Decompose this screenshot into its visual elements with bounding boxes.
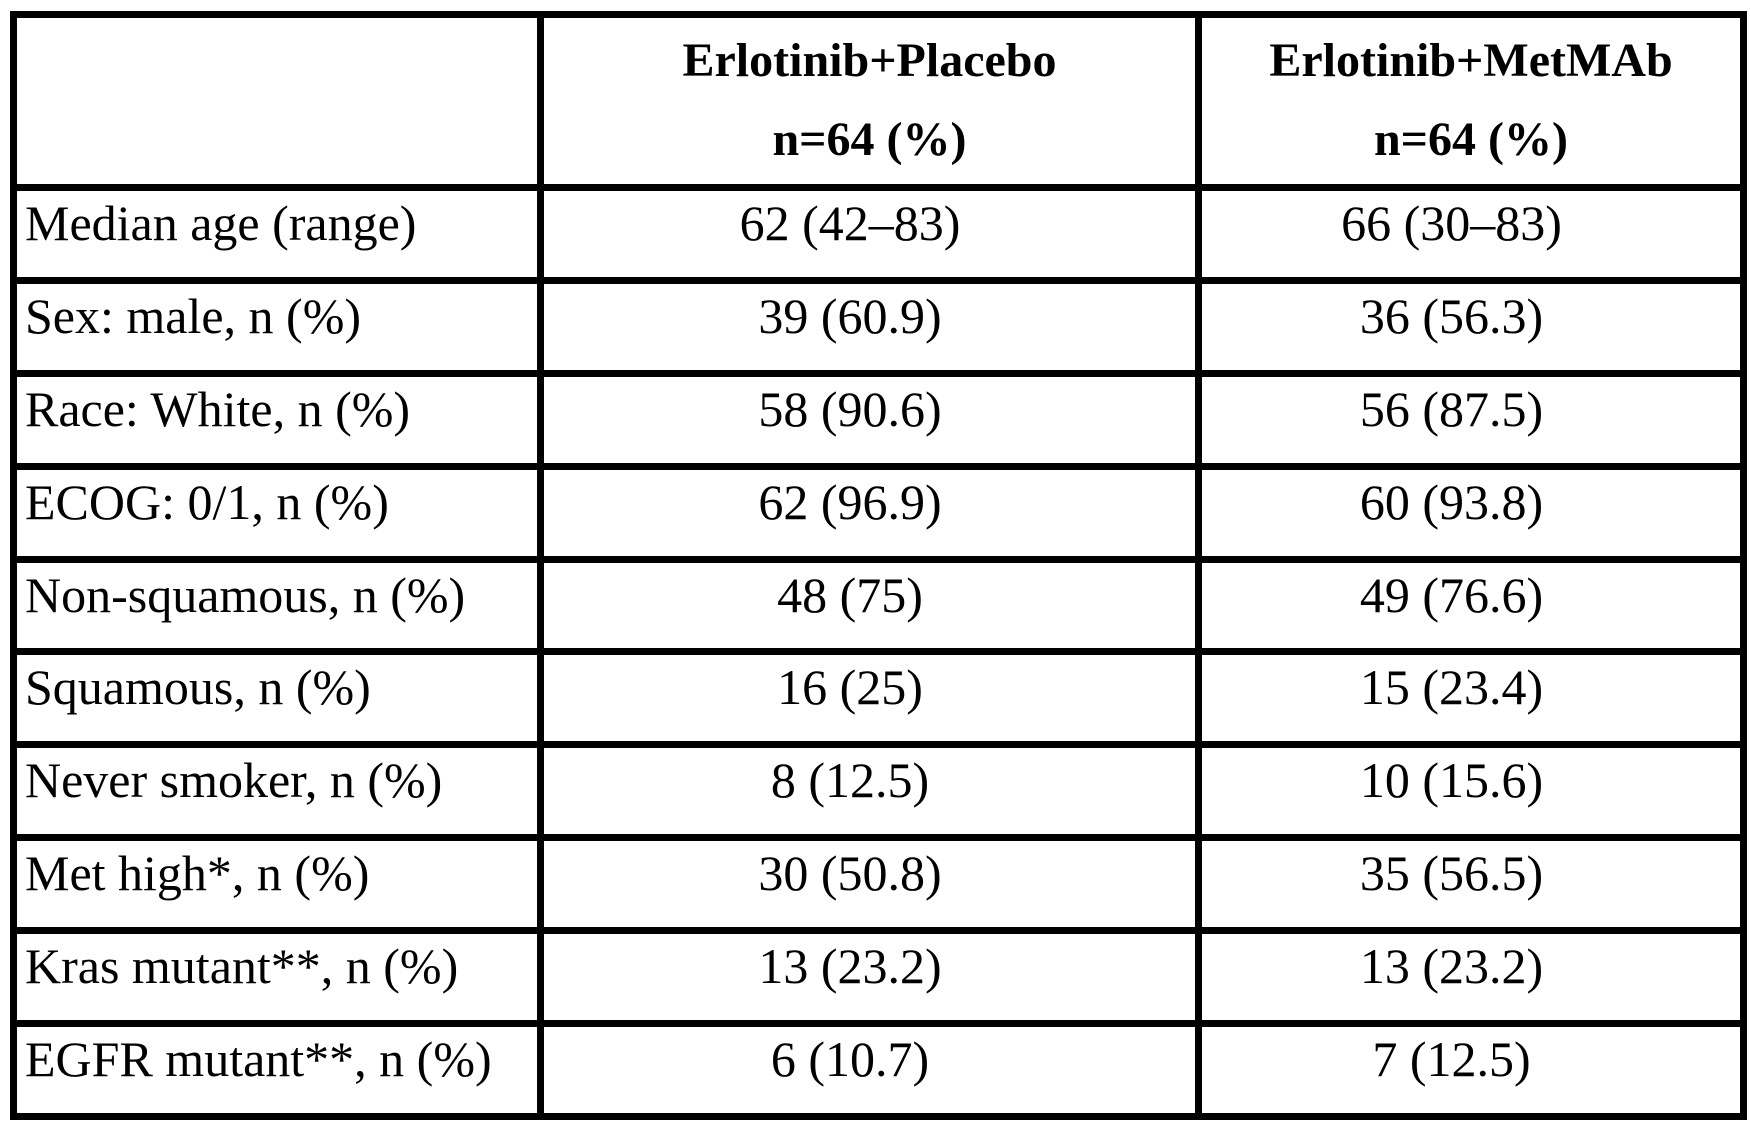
placebo-value-cell: 62 (42–83)	[537, 184, 1202, 284]
row-label-cell: ECOG: 0/1, n (%)	[10, 462, 544, 563]
metmab-value-cell: 56 (87.5)	[1195, 369, 1747, 470]
header-cell-empty	[10, 11, 544, 191]
table-row: Kras mutant**, n (%) 13 (23.2) 13 (23.2)	[10, 927, 1747, 1028]
patient-demographics-table: Erlotinib+Placebo n=64 (%) Erlotinib+Met…	[10, 11, 1747, 1120]
row-label-cell: Non-squamous, n (%)	[10, 555, 544, 656]
table-row: Sex: male, n (%) 39 (60.9) 36 (56.3)	[10, 276, 1747, 377]
metmab-value-cell: 49 (76.6)	[1195, 555, 1747, 656]
metmab-value-cell: 10 (15.6)	[1195, 741, 1747, 842]
table-row: Median age (range) 62 (42–83) 66 (30–83)	[10, 184, 1747, 284]
placebo-value-cell: 13 (23.2)	[537, 927, 1202, 1028]
metmab-arm-n: n=64 (%)	[1373, 113, 1568, 166]
metmab-value-cell: 35 (56.5)	[1195, 834, 1747, 935]
metmab-arm-title: Erlotinib+MetMAb	[1269, 34, 1673, 88]
row-label-cell: Median age (range)	[10, 184, 544, 284]
table-row: ECOG: 0/1, n (%) 62 (96.9) 60 (93.8)	[10, 462, 1747, 563]
table-row: Non-squamous, n (%) 48 (75) 49 (76.6)	[10, 555, 1747, 656]
header-cell-metmab-arm: Erlotinib+MetMAb n=64 (%)	[1195, 11, 1747, 191]
row-label-cell: Sex: male, n (%)	[10, 276, 544, 377]
row-label-cell: Race: White, n (%)	[10, 369, 544, 470]
metmab-value-cell: 15 (23.4)	[1195, 648, 1747, 749]
placebo-arm-n: n=64 (%)	[772, 113, 967, 166]
placebo-value-cell: 58 (90.6)	[537, 369, 1202, 470]
table-row: Race: White, n (%) 58 (90.6) 56 (87.5)	[10, 369, 1747, 470]
placebo-value-cell: 39 (60.9)	[537, 276, 1202, 377]
row-label-cell: Squamous, n (%)	[10, 648, 544, 749]
metmab-value-cell: 13 (23.2)	[1195, 927, 1747, 1028]
header-cell-placebo-arm: Erlotinib+Placebo n=64 (%)	[537, 11, 1202, 191]
placebo-value-cell: 8 (12.5)	[537, 741, 1202, 842]
header-metmab-stack: Erlotinib+MetMAb n=64 (%)	[1206, 22, 1737, 181]
metmab-value-cell: 66 (30–83)	[1195, 184, 1747, 284]
row-label-cell: Kras mutant**, n (%)	[10, 927, 544, 1028]
row-label-cell: Never smoker, n (%)	[10, 741, 544, 842]
placebo-value-cell: 30 (50.8)	[537, 834, 1202, 935]
placebo-value-cell: 6 (10.7)	[537, 1020, 1202, 1120]
metmab-value-cell: 60 (93.8)	[1195, 462, 1747, 563]
placebo-value-cell: 62 (96.9)	[537, 462, 1202, 563]
row-label-cell: EGFR mutant**, n (%)	[10, 1020, 544, 1120]
header-row: Erlotinib+Placebo n=64 (%) Erlotinib+Met…	[10, 11, 1747, 191]
metmab-value-cell: 36 (56.3)	[1195, 276, 1747, 377]
placebo-value-cell: 48 (75)	[537, 555, 1202, 656]
metmab-value-cell: 7 (12.5)	[1195, 1020, 1747, 1120]
row-label-cell: Met high*, n (%)	[10, 834, 544, 935]
placebo-value-cell: 16 (25)	[537, 648, 1202, 749]
placebo-arm-title: Erlotinib+Placebo	[682, 34, 1057, 88]
table-row: Squamous, n (%) 16 (25) 15 (23.4)	[10, 648, 1747, 749]
table-row: Never smoker, n (%) 8 (12.5) 10 (15.6)	[10, 741, 1747, 842]
table-row: Met high*, n (%) 30 (50.8) 35 (56.5)	[10, 834, 1747, 935]
header-placebo-stack: Erlotinib+Placebo n=64 (%)	[548, 22, 1192, 181]
table-row: EGFR mutant**, n (%) 6 (10.7) 7 (12.5)	[10, 1020, 1747, 1120]
